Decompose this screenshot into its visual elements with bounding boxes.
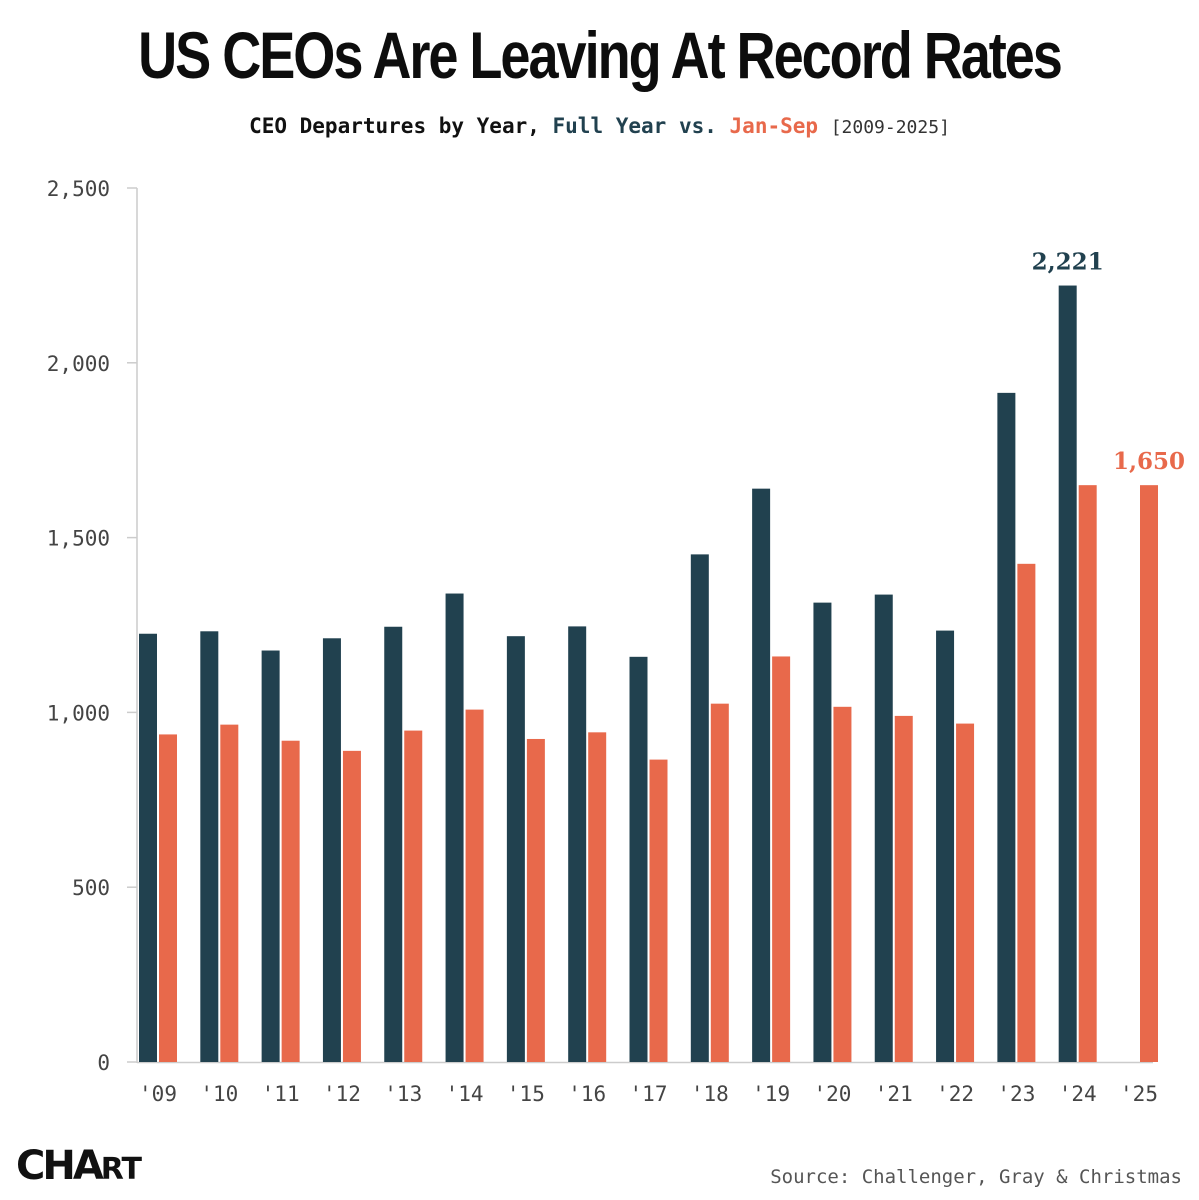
y-tick-label: 2,000: [47, 352, 110, 376]
bar-jan-sep: [1078, 485, 1097, 1062]
bar-jan-sep: [772, 656, 791, 1062]
y-tick-label: 1,000: [47, 701, 110, 725]
x-tick-label: '10: [200, 1082, 238, 1106]
bar-jan-sep: [710, 703, 729, 1062]
bar-full-year: [629, 656, 648, 1062]
bar-full-year: [384, 626, 403, 1062]
bar-full-year: [874, 594, 893, 1062]
x-tick-label: '20: [813, 1082, 851, 1106]
bar-jan-sep: [833, 706, 852, 1062]
chartr-logo: CHART: [16, 1143, 142, 1189]
bar-jan-sep: [956, 723, 975, 1062]
bar-jan-sep: [281, 740, 300, 1062]
subtitle-full-year: Full Year: [552, 114, 667, 138]
bar-jan-sep: [404, 730, 423, 1062]
subtitle-vs: vs.: [666, 114, 730, 138]
x-tick-label: '25: [1120, 1082, 1158, 1106]
logo-text-main: CHA: [16, 1143, 104, 1189]
data-label: 2,221: [1032, 249, 1104, 276]
bar-jan-sep: [342, 750, 361, 1062]
bar-jan-sep: [1140, 485, 1158, 1062]
bar-full-year: [200, 631, 219, 1062]
bar-full-year: [506, 636, 525, 1062]
chart-title: US CEOs Are Leaving At Record Rates: [138, 18, 1063, 92]
x-tick-label: '09: [139, 1082, 177, 1106]
bar-full-year: [997, 392, 1016, 1062]
x-tick-label: '15: [507, 1082, 545, 1106]
x-tick-label: '17: [630, 1082, 668, 1106]
bar-jan-sep: [159, 734, 177, 1062]
subtitle-range: [2009-2025]: [830, 117, 950, 138]
bar-jan-sep: [526, 738, 545, 1062]
x-tick-label: '14: [446, 1082, 484, 1106]
x-tick-label: '21: [875, 1082, 913, 1106]
bar-jan-sep: [649, 759, 668, 1062]
x-tick-label: '11: [262, 1082, 300, 1106]
x-tick-label: '19: [752, 1082, 790, 1106]
bar-jan-sep: [220, 724, 239, 1062]
bar-jan-sep: [1017, 563, 1036, 1062]
bar-jan-sep: [894, 715, 913, 1062]
logo-text-small: RT: [100, 1152, 142, 1187]
bar-full-year: [139, 633, 157, 1062]
x-tick-label: '18: [691, 1082, 729, 1106]
data-label: 1,650: [1113, 448, 1185, 475]
bar-jan-sep: [588, 732, 607, 1062]
x-tick-label: '13: [384, 1082, 422, 1106]
bar-jan-sep: [465, 709, 484, 1062]
y-tick-label: 2,500: [47, 177, 110, 201]
x-tick-label: '24: [1059, 1082, 1097, 1106]
x-tick-label: '23: [997, 1082, 1035, 1106]
bar-full-year: [322, 638, 341, 1062]
bar-full-year: [568, 626, 587, 1062]
y-tick-label: 500: [72, 876, 110, 900]
source-note: Source: Challenger, Gray & Christmas: [770, 1166, 1182, 1188]
y-tick-label: 0: [97, 1051, 110, 1075]
bar-full-year: [690, 554, 709, 1062]
x-tick-label: '16: [568, 1082, 606, 1106]
bar-full-year: [1058, 285, 1077, 1062]
x-tick-label: '22: [936, 1082, 974, 1106]
bar-full-year: [261, 650, 280, 1062]
x-tick-label: '12: [323, 1082, 361, 1106]
y-tick-label: 1,500: [47, 527, 110, 551]
bar-full-year: [936, 630, 955, 1062]
subtitle-jan-sep: Jan-Sep: [729, 114, 819, 138]
bar-full-year: [752, 488, 771, 1062]
subtitle-prefix: CEO Departures by Year,: [249, 114, 553, 138]
chart-subtitle: CEO Departures by Year, Full Year vs. Ja…: [0, 114, 1199, 138]
bar-full-year: [445, 593, 464, 1062]
bar-full-year: [813, 602, 832, 1062]
